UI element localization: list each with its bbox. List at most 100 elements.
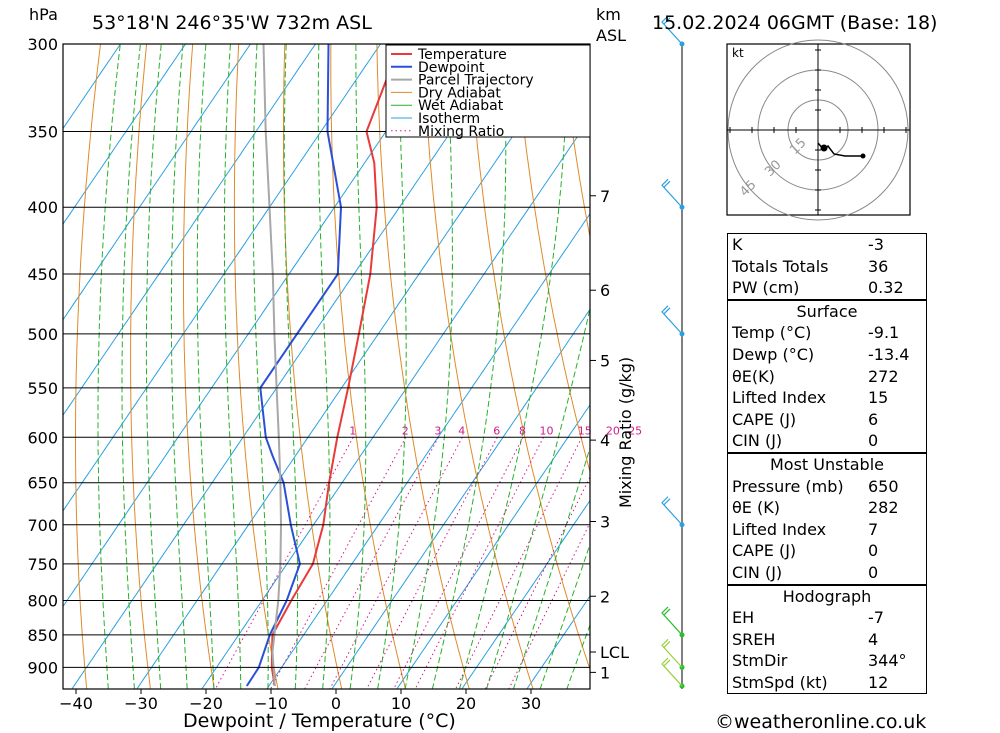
wet-adiabat-line [377, 44, 407, 689]
copyright-credit: ©weatheronline.co.uk [715, 711, 926, 733]
row-value: 4 [868, 629, 879, 649]
row-label: SREH [732, 629, 776, 649]
wet-adiabat-line [97, 44, 121, 689]
row-value: 282 [868, 498, 899, 518]
wind-barb [661, 178, 683, 208]
wet-adiabat-line [539, 543, 590, 689]
dry-adiabat-line [130, 44, 151, 689]
row-value: 0 [868, 431, 879, 451]
height-tick-label: 2 [600, 587, 610, 606]
wet-adiabat-line [512, 446, 590, 689]
section-title: Hodograph [782, 586, 872, 606]
mixing-ratio-axis-title: Mixing Ratio (g/kg) [616, 357, 635, 508]
row-label: Temp (°C) [732, 323, 812, 343]
table-row: CAPE (J) 6 [728, 409, 926, 431]
legend-entry: Wet Adiabat [418, 98, 504, 114]
row-value: 0 [868, 541, 879, 561]
mixing-ratio-line [304, 437, 439, 689]
mixing-ratio-line [484, 475, 590, 689]
pressure-tick-label: 750 [27, 555, 58, 574]
mixing-ratio-tick-label: 4 [458, 424, 465, 437]
row-value: -13.4 [868, 344, 910, 364]
wet-adiabat-line [404, 44, 453, 689]
valid-time: 15.02.2024 06GMT (Base: 18) [652, 12, 937, 34]
mixing-ratio-tick-label: 2 [402, 424, 409, 437]
temperature-tick-label: 10 [391, 694, 411, 713]
legend-box [385, 44, 591, 138]
table-row: CIN (J) 0 [728, 430, 926, 452]
pressure-tick-label: 800 [27, 592, 58, 611]
wet-adiabat-line [566, 623, 590, 689]
isotherm-line [526, 595, 590, 689]
table-row: SREH 4 [728, 629, 926, 651]
temperature-tick-label: 20 [456, 694, 476, 713]
table-row: Lifted Index 7 [728, 519, 926, 541]
mixing-ratio-tick-label: 25 [628, 424, 642, 437]
isotherm-line [63, 44, 382, 512]
height-tick-label: 3 [600, 513, 610, 532]
row-label: Pressure (mb) [732, 476, 844, 496]
pressure-tick-label: 400 [27, 198, 58, 217]
wind-barb [661, 657, 683, 687]
mixing-ratio-tick-label: 3 [434, 424, 441, 437]
index-value: -3 [868, 235, 884, 254]
row-label: CAPE (J) [732, 541, 797, 561]
index-label: Totals Totals [732, 256, 829, 276]
height-unit-label: km [596, 5, 621, 24]
table-row: Temp (°C) -9.1 [728, 322, 926, 344]
isotherm-line [396, 404, 590, 689]
row-label: CAPE (J) [732, 409, 797, 429]
isotherm-line [0, 25, 4, 698]
pressure-tick-label: 350 [27, 122, 58, 141]
temperature-tick-label: −20 [189, 694, 223, 713]
mixing-ratio-tick-label: 6 [493, 424, 500, 437]
mixing-ratio-labels: 1 2 3 4 6 8 10 15 20 25 [349, 424, 642, 437]
table-row: StmDir 344° [728, 650, 926, 672]
legend-entry: Dry Adiabat [418, 85, 501, 101]
wet-adiabat-line [485, 306, 590, 689]
wind-barb [661, 305, 683, 335]
row-label: CIN (J) [732, 562, 783, 582]
legend-entry: Temperature [417, 47, 507, 63]
isotherm-line [63, 44, 122, 130]
row-label: StmSpd (kt) [732, 672, 828, 692]
wet-adiabat-line [283, 44, 299, 689]
row-label: θE(K) [732, 366, 775, 386]
table-row: Lifted Index 15 [728, 387, 926, 409]
row-value: 0 [868, 562, 879, 582]
legend-entry: Mixing Ratio [418, 124, 504, 140]
legend-entry: Isotherm [418, 111, 480, 127]
hodograph-point [820, 144, 828, 152]
dry-adiabat-line [924, 25, 1000, 698]
parcel-trajectory-profile [262, 44, 283, 687]
height-tick-label: 7 [600, 187, 610, 206]
pressure-tick-label: 300 [27, 35, 58, 54]
pressure-tick-label: 450 [27, 265, 58, 284]
index-row-pw: PW (cm) 0.32 [728, 277, 926, 299]
hodograph-unit: kt [732, 46, 744, 60]
row-label: CIN (J) [732, 431, 783, 451]
wind-barb [661, 606, 683, 636]
index-value: 0.32 [868, 278, 904, 298]
dry-adiabat-line [970, 25, 1000, 698]
station-location: 53°18'N 246°35'W 732m ASL [92, 12, 372, 34]
row-value: -9.1 [868, 323, 900, 343]
surface-box: Surface Temp (°C) -9.1 Dewp (°C) -13.4 θE(K) 2… [727, 299, 927, 453]
wet-adiabat-line [458, 44, 569, 689]
x-axis-title: Dewpoint / Temperature (°C) [183, 710, 456, 732]
mixing-ratio-line [455, 437, 583, 689]
row-label: Dewp (°C) [732, 344, 815, 364]
mixing-ratio-line [393, 437, 524, 689]
row-value: 12 [868, 672, 889, 692]
pressure-tick-label: 500 [27, 325, 58, 344]
row-value: 15 [868, 388, 889, 408]
wet-adiabat-line [349, 44, 367, 689]
indices-box: K -3 Totals Totals 36 PW (cm) 0.32 [727, 233, 927, 300]
temperature-tick-label: −40 [59, 694, 93, 713]
row-label: StmDir [732, 651, 788, 671]
mixing-ratio-line [414, 437, 544, 689]
pressure-unit-label: hPa [29, 5, 58, 24]
indices-table: K -3 Totals Totals 36 PW (cm) 0.32 Surfa… [727, 233, 927, 695]
